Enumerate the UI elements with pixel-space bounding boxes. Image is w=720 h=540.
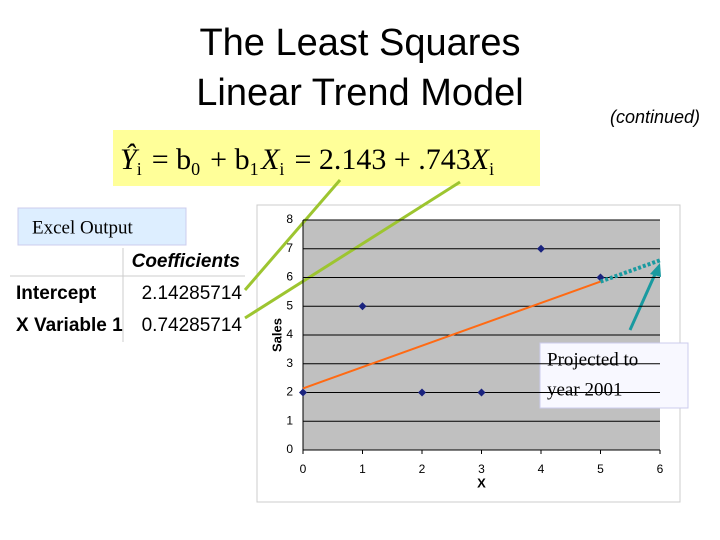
equation-subscript: i [279,159,284,179]
arrow-head [650,263,661,277]
equation-part: = b [144,143,191,176]
point [358,302,367,311]
equation-part: = 2.143 + .743 [287,143,471,176]
equation-part: + b [203,143,250,176]
y-tick-label: 2 [286,385,293,399]
table-cell: 2.14285714 [142,283,243,304]
x-tick-label: 0 [300,462,307,476]
y-tick-label: 3 [286,356,293,370]
x-tick-label: 1 [359,462,366,476]
callout-arrow [628,271,658,331]
equation-subscript: 0 [191,159,200,179]
y-tick-label: 6 [286,270,293,284]
callout-text: Projected to [547,349,638,370]
y-tick-label: 0 [286,442,293,456]
equation-part: Ŷ [120,143,140,176]
equation: Ŷi = b0 + b1 Xi = 2.143 + .743Xi [120,143,497,179]
line [302,280,601,390]
callout-box [539,342,689,409]
x-tick-label: 5 [597,462,604,476]
table-cell: X Variable 1 [16,315,123,336]
equation-part: X [470,143,491,176]
equation-subscript: 1 [250,159,259,179]
table-cell: 0.74285714 [142,315,243,336]
pointer-line [243,179,342,291]
line [599,258,661,284]
point [537,244,545,253]
subtitle: (continued) [610,107,700,127]
y-tick-label: 5 [286,298,293,312]
pointer-line [244,180,461,320]
y-tick-label: 7 [286,241,293,255]
x-axis-label: X [477,475,486,490]
x-tick-label: 3 [478,462,485,476]
y-tick-label: 1 [286,413,293,427]
x-tick-label: 4 [538,462,545,476]
title: The Least Squares [199,22,520,64]
table-header: Coefficients [132,251,240,272]
x-tick-label: 6 [657,462,664,476]
table-cell: Intercept [16,283,97,304]
point [477,388,486,397]
spacer [494,143,497,176]
equation-box [113,130,540,186]
title: Linear Trend Model [196,72,523,114]
y-tick-label: 8 [286,212,293,226]
point [299,388,307,397]
y-axis-label: Sales [269,318,284,352]
y-tick-label: 4 [286,327,293,341]
excel-label-box [17,207,187,246]
point [418,388,426,397]
equation-subscript: i [489,159,494,179]
callout-text: year 2001 [547,379,622,400]
equation-subscript: i [137,159,142,179]
equation-part: X [260,143,281,176]
x-tick-label: 2 [419,462,426,476]
excel-label: Excel Output [32,217,134,238]
